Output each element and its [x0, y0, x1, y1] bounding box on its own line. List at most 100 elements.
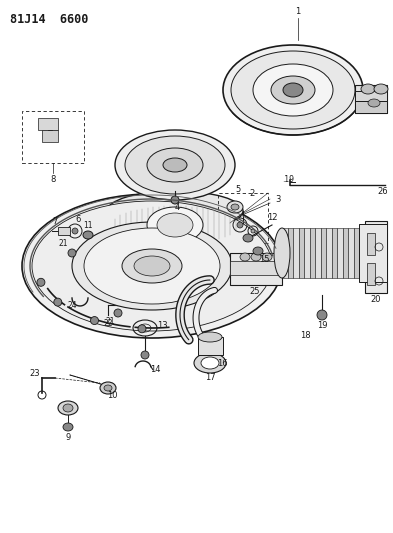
Ellipse shape [251, 229, 255, 233]
Text: 25: 25 [250, 287, 260, 295]
Text: 7: 7 [52, 216, 58, 225]
Ellipse shape [253, 64, 333, 116]
Ellipse shape [274, 228, 290, 278]
Text: 21: 21 [105, 317, 115, 326]
Text: .19: .19 [282, 175, 294, 184]
Ellipse shape [171, 196, 179, 204]
Ellipse shape [147, 207, 203, 243]
Bar [326, 228, 332, 278]
Bar [22, 111, 84, 163]
Bar [218, 193, 268, 243]
Ellipse shape [72, 228, 78, 234]
Ellipse shape [223, 45, 363, 135]
Text: 8: 8 [50, 174, 56, 183]
Bar [367, 233, 375, 255]
Bar [198, 337, 223, 355]
Bar [355, 85, 387, 113]
Text: 2: 2 [250, 189, 255, 198]
Text: 3: 3 [275, 195, 281, 204]
Ellipse shape [251, 253, 261, 261]
Ellipse shape [32, 201, 272, 331]
Bar [304, 228, 310, 278]
Ellipse shape [107, 191, 243, 231]
Ellipse shape [100, 382, 116, 394]
Text: 13: 13 [157, 320, 167, 329]
Text: 9: 9 [65, 432, 71, 441]
Bar [353, 228, 359, 278]
Ellipse shape [271, 76, 315, 104]
Text: 81J14  6600: 81J14 6600 [10, 13, 88, 26]
Text: 19: 19 [317, 320, 327, 329]
Ellipse shape [237, 222, 243, 228]
Ellipse shape [90, 317, 99, 325]
Ellipse shape [138, 325, 146, 333]
Ellipse shape [22, 194, 282, 338]
Text: 11: 11 [83, 221, 93, 230]
Ellipse shape [157, 213, 193, 237]
Ellipse shape [163, 158, 187, 172]
Text: 10: 10 [107, 392, 117, 400]
Ellipse shape [63, 404, 73, 412]
Ellipse shape [115, 130, 235, 200]
Ellipse shape [54, 298, 62, 306]
Bar [293, 228, 299, 278]
Bar [343, 228, 348, 278]
Ellipse shape [317, 310, 327, 320]
Ellipse shape [240, 253, 250, 261]
Text: 16: 16 [217, 359, 227, 367]
Ellipse shape [104, 385, 112, 391]
Bar [355, 91, 387, 101]
Text: 5: 5 [235, 185, 241, 195]
Text: 22: 22 [103, 319, 113, 327]
Bar [42, 130, 58, 142]
Bar [365, 221, 387, 293]
Ellipse shape [125, 136, 225, 194]
Ellipse shape [374, 84, 388, 94]
Ellipse shape [201, 357, 219, 369]
Bar [288, 228, 293, 278]
Ellipse shape [231, 51, 355, 129]
Ellipse shape [107, 219, 243, 259]
Bar [332, 228, 337, 278]
Ellipse shape [68, 249, 76, 257]
Ellipse shape [368, 99, 380, 107]
Bar [230, 253, 282, 285]
Text: 6: 6 [75, 215, 81, 224]
Text: 23: 23 [30, 368, 40, 377]
Ellipse shape [114, 309, 122, 317]
Bar [359, 224, 387, 282]
Bar [348, 228, 353, 278]
Ellipse shape [84, 228, 220, 304]
Bar [282, 228, 288, 278]
Ellipse shape [122, 249, 182, 283]
Text: 24: 24 [67, 301, 77, 310]
Bar [367, 263, 375, 285]
Bar [58, 227, 70, 235]
Ellipse shape [63, 423, 73, 431]
Ellipse shape [231, 204, 239, 210]
Ellipse shape [194, 353, 226, 373]
Ellipse shape [253, 247, 263, 255]
Ellipse shape [141, 351, 149, 359]
Ellipse shape [283, 83, 303, 97]
Ellipse shape [262, 253, 272, 261]
Ellipse shape [243, 234, 253, 242]
Ellipse shape [83, 231, 93, 239]
Ellipse shape [134, 256, 170, 276]
Bar [337, 228, 343, 278]
Bar [310, 228, 315, 278]
Bar [355, 101, 387, 113]
Text: 14: 14 [150, 366, 160, 375]
Bar [321, 228, 326, 278]
Bar [315, 228, 321, 278]
Text: 17: 17 [205, 374, 215, 383]
Ellipse shape [198, 332, 222, 342]
Text: 18: 18 [300, 330, 310, 340]
Ellipse shape [227, 201, 243, 213]
Text: 20: 20 [371, 295, 381, 304]
Text: 12: 12 [267, 213, 277, 222]
Bar [107, 211, 243, 239]
Ellipse shape [72, 222, 232, 310]
Text: 1: 1 [296, 7, 301, 17]
Text: 26: 26 [378, 187, 388, 196]
